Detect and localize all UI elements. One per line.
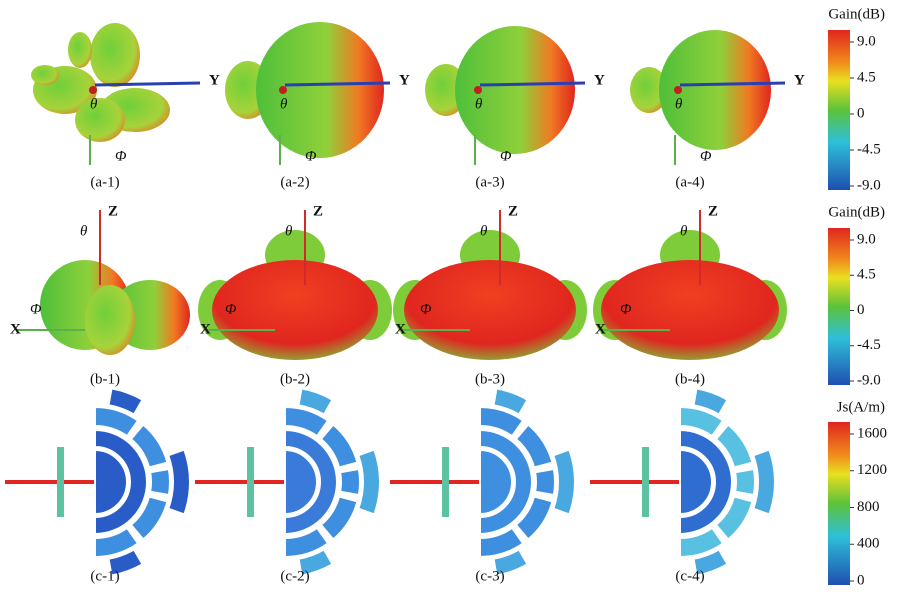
y-axis	[480, 83, 585, 85]
axis-label: Z	[508, 203, 518, 219]
radiation-lobe	[256, 22, 384, 158]
radiation-lobe	[455, 26, 575, 154]
colorbar-tick-label: -9.0	[857, 372, 881, 388]
origin	[474, 86, 482, 94]
ring-segment	[735, 469, 755, 495]
colorbar-tick-label: 4.5	[857, 267, 876, 283]
axis-label: θ	[680, 223, 688, 239]
axis-label: Z	[108, 203, 118, 219]
axis-label: Y	[594, 72, 605, 88]
y-axis	[285, 83, 390, 85]
colorbar-tick-label: 4.5	[857, 69, 876, 85]
colorbar	[828, 30, 850, 190]
colorbar-tick-label: -9.0	[857, 177, 881, 193]
axis-label: θ	[675, 96, 683, 112]
axis-label: Φ	[225, 301, 237, 317]
axis-label: Φ	[420, 301, 432, 317]
ring-segment	[340, 469, 360, 495]
radiation-lobe	[75, 98, 125, 142]
outer-segment	[753, 450, 775, 515]
colorbar-tick-label: -4.5	[857, 337, 881, 353]
colorbar-tick-label: 0	[857, 302, 865, 318]
radiation-lobe	[68, 32, 92, 68]
origin	[674, 86, 682, 94]
panel-label: (b-2)	[280, 371, 310, 387]
panel-label: (a-2)	[280, 174, 309, 190]
axis-label: θ	[475, 96, 483, 112]
stub	[57, 447, 64, 517]
stub	[642, 447, 649, 517]
outer-segment	[553, 450, 575, 515]
axis-label: θ	[280, 96, 288, 112]
y-axis	[680, 83, 785, 85]
colorbar-tick-label: 800	[857, 499, 880, 515]
colorbar-title: Gain(dB)	[828, 6, 885, 22]
axis-label: Φ	[500, 148, 512, 164]
colorbar-tick-label: 1600	[857, 425, 887, 441]
outer-segment	[358, 450, 380, 515]
axis-label: X	[10, 321, 21, 337]
stub	[247, 447, 254, 517]
colorbar-tick-label: 0	[857, 572, 865, 588]
ring-segment	[535, 469, 555, 495]
colorbar-tick-label: 400	[857, 536, 880, 552]
axis-label: Φ	[30, 301, 42, 317]
colorbar-tick-label: -4.5	[857, 141, 881, 157]
origin	[279, 86, 287, 94]
panel-label: (c-2)	[280, 568, 309, 584]
axis-label: X	[595, 321, 606, 337]
panel-label: (b-3)	[475, 371, 505, 387]
axis-label: Φ	[700, 148, 712, 164]
axis-label: Φ	[115, 148, 127, 164]
axis-label: Y	[209, 72, 220, 88]
axis-label: Φ	[305, 148, 317, 164]
y-axis	[95, 83, 200, 85]
ring-segment	[150, 469, 170, 495]
colorbar-tick-label: 9.0	[857, 33, 876, 49]
panel-label: (c-4)	[675, 568, 704, 584]
panel-label: (b-1)	[90, 371, 120, 387]
axis-label: Y	[794, 72, 805, 88]
axis-label: θ	[90, 96, 98, 112]
axis-label: θ	[80, 223, 88, 239]
panel-label: (b-4)	[675, 371, 705, 387]
colorbar	[828, 228, 850, 385]
colorbar-tick-label: 0	[857, 105, 865, 121]
colorbar-title: Js(A/m)	[837, 399, 885, 415]
stub	[442, 447, 449, 517]
axis-label: X	[200, 321, 211, 337]
radiation-lobe	[212, 260, 378, 360]
panel-label: (c-1)	[90, 568, 119, 584]
panel-label: (a-4)	[675, 174, 704, 190]
radiation-lobe	[85, 285, 135, 355]
radiation-lobe	[31, 65, 59, 85]
axis-label: θ	[285, 223, 293, 239]
axis-label: θ	[480, 223, 488, 239]
outer-segment	[168, 450, 190, 515]
panel-label: (a-1)	[90, 174, 119, 190]
axis-label: Φ	[620, 301, 632, 317]
colorbar-title: Gain(dB)	[828, 204, 885, 220]
radiation-lobe	[90, 23, 140, 87]
origin	[89, 86, 97, 94]
colorbar-tick-label: 1200	[857, 462, 887, 478]
axis-label: Y	[399, 72, 410, 88]
panel-label: (c-3)	[475, 568, 504, 584]
panel-label: (a-3)	[475, 174, 504, 190]
axis-label: Z	[708, 203, 718, 219]
colorbar-tick-label: 9.0	[857, 231, 876, 247]
figure: YθΦ(a-1)ZθXΦ(b-1)(c-1)YθΦ(a-2)ZθXΦ(b-2)(…	[0, 0, 905, 595]
axis-label: Z	[313, 203, 323, 219]
axis-label: X	[395, 321, 406, 337]
colorbar	[828, 422, 850, 585]
